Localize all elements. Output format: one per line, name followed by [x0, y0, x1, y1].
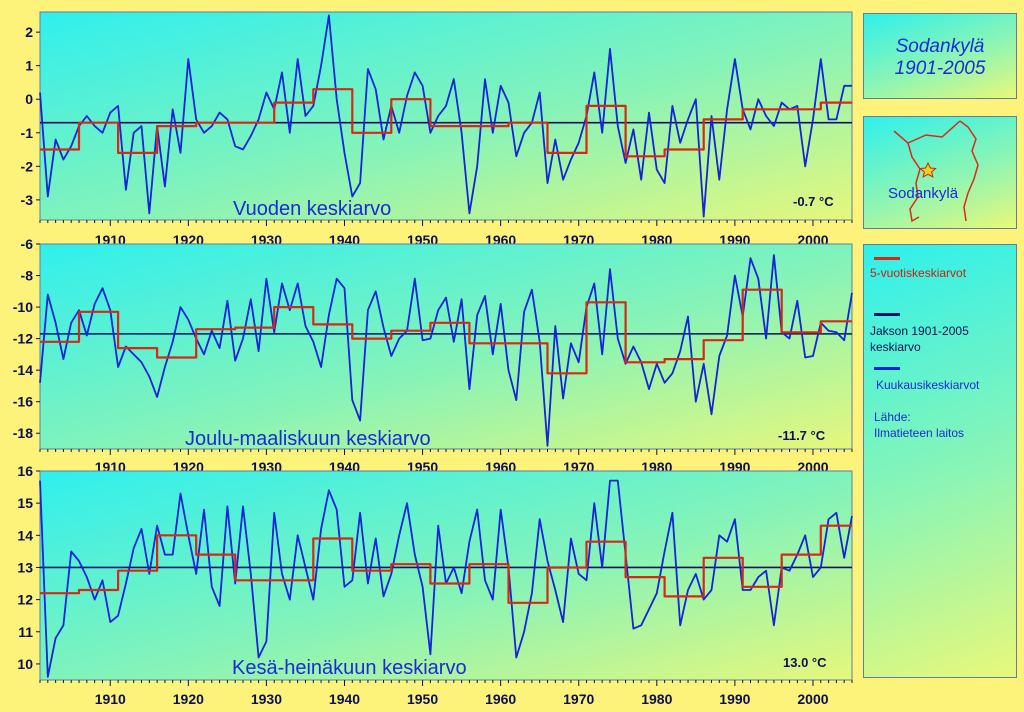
panel-title: Vuoden keskiarvo — [233, 198, 391, 220]
period-label: 1901-2005 — [894, 58, 986, 79]
x-tick-label: 1920 — [173, 691, 204, 707]
plot-background — [39, 470, 853, 681]
five-year-swatch — [874, 257, 900, 260]
y-tick-label: 0 — [25, 91, 33, 107]
legend-period-mean-1: Jakson 1901-2005 — [870, 324, 969, 338]
panel-title: Kesä-heinäkuun keskiarvo — [232, 657, 467, 679]
five-year-mean-line — [40, 88, 852, 158]
five-year-mean-line — [40, 288, 852, 375]
y-tick-label: 10 — [17, 656, 33, 672]
y-tick-label: 15 — [17, 495, 33, 511]
y-tick-label: -12 — [13, 331, 33, 347]
mean-value-label: 13.0 °C — [783, 655, 827, 670]
legend-five-year: 5-vuotiskeskiarvot — [870, 266, 967, 280]
x-tick-label: 1980 — [641, 691, 672, 707]
y-tick-label: 11 — [18, 624, 33, 640]
plot-background — [39, 243, 853, 450]
y-tick-label: -8 — [21, 268, 34, 284]
legend-period-mean-2: keskiarvo — [870, 340, 921, 354]
y-tick-label: 13 — [17, 559, 33, 575]
plot-background — [39, 11, 853, 221]
mean-value-label: -0.7 °C — [793, 194, 834, 209]
legend-box: 5-vuotiskeskiarvot Jakson 1901-2005 kesk… — [863, 244, 1017, 678]
border-outline-north — [907, 120, 961, 144]
y-tick-label: 1 — [25, 58, 33, 74]
finland-map — [893, 120, 979, 223]
five-year-mean-line — [40, 524, 852, 604]
y-tick-label: -6 — [21, 236, 34, 252]
y-tick-label: -2 — [21, 158, 34, 174]
x-tick-label: 1910 — [95, 691, 126, 707]
panel-title: Joulu-maaliskuun keskiarvo — [185, 428, 431, 450]
mean-value-label: -11.7 °C — [778, 428, 826, 443]
x-tick-label: 2000 — [797, 691, 828, 707]
y-tick-label: -18 — [13, 425, 33, 441]
y-tick-label: -1 — [21, 125, 34, 141]
x-tick-label: 1960 — [485, 691, 516, 707]
border-outline — [893, 120, 979, 223]
monthly-mean-line — [39, 254, 853, 447]
x-tick-label: 1970 — [563, 691, 594, 707]
y-tick-label: 14 — [17, 527, 33, 543]
legend-monthly: Kuukausikeskiarvot — [876, 378, 980, 392]
y-tick-label: -3 — [21, 192, 34, 208]
x-tick-label: 1930 — [251, 691, 282, 707]
star-icon — [919, 161, 937, 178]
map-box: Sodankylä — [863, 116, 1017, 229]
legend-source-2: Ilmatieteen laitos — [874, 426, 965, 440]
period-mean-swatch — [874, 313, 900, 316]
title-box: Sodankylä 1901-2005 — [863, 13, 1017, 99]
y-tick-label: -16 — [13, 394, 33, 410]
monthly-swatch — [874, 367, 900, 370]
x-tick-label: 1950 — [407, 691, 438, 707]
y-tick-label: 2 — [25, 24, 33, 40]
y-tick-label: 16 — [17, 463, 33, 479]
x-tick-label: 1990 — [719, 691, 750, 707]
x-tick-label: 1940 — [329, 691, 360, 707]
legend-source-1: Lähde: — [874, 410, 911, 424]
map-label: Sodankylä — [888, 185, 959, 202]
station-name: Sodankylä — [895, 36, 985, 57]
y-tick-label: 12 — [17, 592, 33, 608]
y-tick-label: -14 — [13, 362, 33, 378]
monthly-mean-line — [39, 14, 852, 218]
y-tick-label: -10 — [13, 299, 33, 315]
panel-summer: 16 15 14 13 12 11 10 1910 1920 1930 1940 1950 1960 19… — [17, 463, 853, 707]
